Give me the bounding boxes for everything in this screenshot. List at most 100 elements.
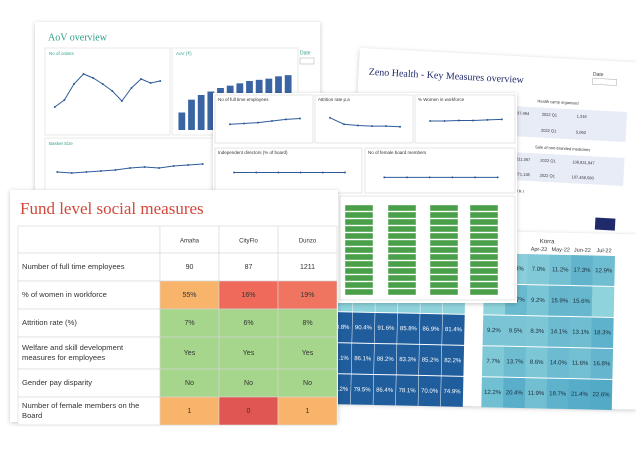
cell bbox=[387, 218, 417, 226]
cell bbox=[469, 204, 499, 212]
cell-value: 88.2% bbox=[377, 357, 395, 363]
cell bbox=[481, 377, 504, 408]
cell bbox=[418, 375, 441, 407]
line bbox=[54, 73, 161, 108]
cell bbox=[547, 316, 571, 348]
cell bbox=[17, 280, 161, 310]
cell-value: 86.1% bbox=[354, 356, 372, 362]
panel bbox=[214, 94, 314, 144]
panel bbox=[339, 195, 516, 301]
cell bbox=[442, 314, 465, 345]
cell-value: 87.2% bbox=[331, 387, 349, 393]
figure: 2022 Q1 bbox=[539, 173, 555, 179]
cell-value: 81.4% bbox=[445, 327, 463, 333]
row-label: Gender pay disparity bbox=[22, 378, 92, 387]
figure: 309,211,067 bbox=[508, 156, 531, 162]
cell bbox=[590, 348, 614, 379]
label: Sale of non-branded medicines bbox=[535, 144, 591, 152]
column-header: Dunzo bbox=[299, 239, 317, 245]
cell bbox=[277, 225, 338, 254]
cell-value: 85.2% bbox=[422, 358, 440, 364]
figure: 737,464 bbox=[515, 110, 530, 116]
point bbox=[496, 176, 499, 179]
point bbox=[406, 176, 408, 179]
cell-value: 11.6% bbox=[572, 361, 589, 367]
cell bbox=[469, 211, 499, 219]
cell bbox=[344, 232, 374, 240]
cell bbox=[419, 313, 443, 345]
column-header: CityFlo bbox=[239, 239, 258, 245]
cell bbox=[429, 232, 459, 240]
cell bbox=[159, 396, 220, 426]
point bbox=[285, 118, 287, 121]
panel-title: Attrition rate p.a bbox=[318, 97, 350, 102]
cell bbox=[387, 246, 417, 254]
date-label: Date bbox=[593, 72, 604, 79]
point bbox=[85, 171, 88, 173]
cell bbox=[469, 281, 499, 289]
cell bbox=[592, 255, 615, 286]
social-card: Fund level social measures Amaha CityFlo D… bbox=[10, 190, 338, 426]
cell-value: Yes bbox=[243, 350, 255, 357]
cell bbox=[548, 285, 571, 317]
cell bbox=[429, 267, 459, 275]
cell bbox=[17, 336, 161, 370]
point bbox=[357, 124, 359, 127]
cell-value: 19% bbox=[300, 292, 314, 299]
figure: 2022 Q1 bbox=[540, 158, 556, 164]
cell-value: 82.2% bbox=[444, 358, 462, 364]
cell bbox=[591, 317, 614, 348]
cell bbox=[429, 281, 459, 289]
cell bbox=[568, 379, 591, 410]
cell bbox=[387, 204, 417, 212]
bar bbox=[178, 112, 186, 130]
panel-title: Basket Size bbox=[49, 141, 73, 146]
point bbox=[429, 120, 432, 122]
cell-value: 83.3% bbox=[399, 357, 417, 363]
cell bbox=[387, 239, 417, 247]
cell bbox=[441, 345, 465, 376]
cell-value: 13.7% bbox=[506, 359, 524, 365]
cell bbox=[429, 260, 459, 268]
cell bbox=[218, 308, 279, 338]
point bbox=[140, 78, 143, 80]
cell bbox=[469, 225, 499, 233]
cell bbox=[387, 211, 417, 219]
panel-title: % Women in workforce bbox=[418, 97, 465, 102]
cell-value: 14.1% bbox=[550, 329, 568, 335]
row-label: Welfare and skill development measures fo… bbox=[22, 343, 124, 362]
cell-value: 0 bbox=[247, 408, 251, 415]
cell bbox=[218, 225, 279, 254]
panel bbox=[314, 94, 414, 144]
cell-value: 15.6% bbox=[573, 299, 591, 305]
label: Health camp organised bbox=[537, 98, 578, 105]
point bbox=[472, 119, 475, 122]
month-header: Jul-22 bbox=[597, 248, 612, 254]
cell-value: 86.9% bbox=[422, 327, 440, 333]
cell bbox=[591, 286, 615, 317]
point bbox=[457, 119, 460, 122]
cell bbox=[344, 246, 374, 254]
cell bbox=[548, 254, 572, 286]
cell bbox=[344, 281, 374, 289]
cell-value: 74.9% bbox=[444, 389, 462, 395]
card-title: AoV overview bbox=[48, 32, 108, 43]
point bbox=[129, 167, 131, 169]
cell bbox=[502, 377, 526, 409]
point bbox=[120, 100, 123, 102]
cell-value: 1 bbox=[306, 408, 310, 415]
cell-value: 79.5% bbox=[354, 387, 372, 393]
cell bbox=[344, 225, 374, 233]
cell bbox=[429, 288, 459, 296]
cell bbox=[527, 254, 550, 285]
cell-value: 12.9% bbox=[595, 268, 613, 274]
cell bbox=[524, 378, 548, 409]
cell bbox=[344, 267, 374, 275]
row-label: Number of full time employees bbox=[22, 262, 125, 271]
point bbox=[299, 171, 302, 174]
cell bbox=[429, 211, 459, 219]
cell-value: 9.2% bbox=[487, 328, 501, 334]
cell-value: 16.8% bbox=[593, 361, 611, 367]
